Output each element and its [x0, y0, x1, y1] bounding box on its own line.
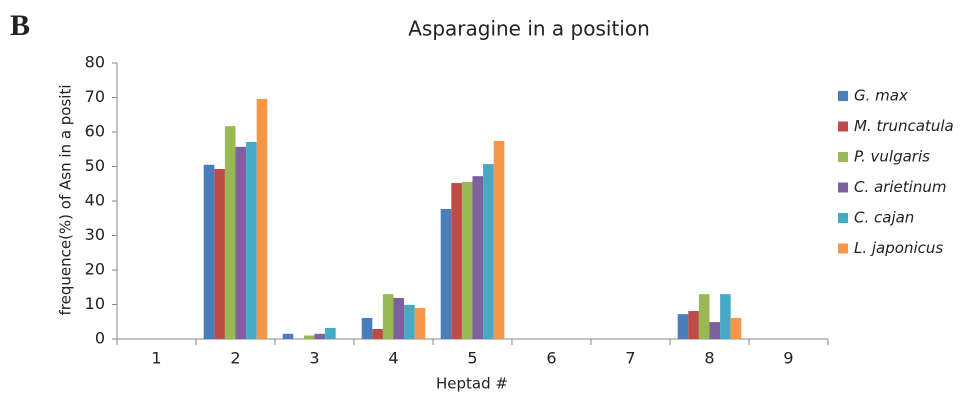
x-tick-label: 1: [151, 349, 161, 368]
x-tick-label: 4: [388, 349, 398, 368]
legend-label: P. vulgaris: [854, 148, 930, 166]
bar: [493, 140, 505, 339]
bar: [246, 142, 257, 339]
bar: [461, 182, 473, 339]
bar: [235, 146, 247, 339]
bar: [282, 333, 294, 339]
legend-label: C. cajan: [854, 209, 914, 227]
bar: [224, 126, 236, 339]
y-axis-label: frequence(%) of Asn in a positi: [57, 84, 75, 315]
bar: [414, 307, 426, 339]
x-tick-label: 6: [546, 349, 556, 368]
bar: [372, 328, 383, 339]
bar: [361, 317, 373, 339]
x-tick-label: 7: [625, 349, 635, 368]
bar: [382, 294, 394, 339]
legend-swatch: [838, 152, 848, 162]
y-tick-label: 30: [85, 225, 105, 244]
y-tick-label: 70: [85, 87, 105, 106]
legend-swatch: [838, 182, 848, 193]
bar: [698, 294, 710, 339]
bar: [451, 183, 462, 339]
chart-title: Asparagine in a position: [408, 17, 650, 41]
bar: [472, 176, 484, 339]
bar: [720, 294, 731, 339]
bar: [314, 333, 326, 339]
y-tick-label: 20: [85, 260, 105, 279]
bar: [303, 335, 315, 339]
bar: [688, 311, 699, 339]
legend-swatch: [838, 121, 848, 132]
y-tick-label: 50: [85, 156, 105, 175]
legend-swatch: [838, 243, 848, 254]
y-tick-label: 40: [85, 191, 105, 210]
y-tick-label: 10: [85, 294, 105, 313]
y-tick-label: 80: [85, 53, 105, 72]
y-tick-label: 60: [85, 122, 105, 141]
y-tick-label: 0: [95, 329, 105, 348]
bar: [483, 164, 494, 339]
legend-label: C. arietinum: [854, 178, 946, 196]
bar: [325, 327, 336, 339]
bar: [256, 98, 268, 339]
legend-label: M. truncatula: [854, 117, 954, 135]
legend-label: G. max: [854, 87, 908, 105]
bar: [393, 297, 405, 339]
x-tick-label: 2: [230, 349, 240, 368]
bar: [730, 317, 742, 339]
x-tick-label: 5: [467, 349, 477, 368]
bar: [203, 164, 215, 339]
bar: [440, 208, 452, 339]
legend-swatch: [838, 91, 848, 101]
x-tick-label: 3: [309, 349, 319, 368]
x-tick-label: 8: [704, 349, 714, 368]
bar: [404, 304, 415, 339]
panel-label: B: [10, 9, 30, 42]
bar: [709, 322, 721, 339]
legend-swatch: [838, 213, 848, 223]
bar: [677, 314, 689, 339]
bar: [214, 168, 225, 339]
x-axis-label: Heptad #: [436, 375, 508, 393]
x-tick-label: 9: [783, 349, 793, 368]
legend-label: L. japonicus: [854, 239, 943, 257]
